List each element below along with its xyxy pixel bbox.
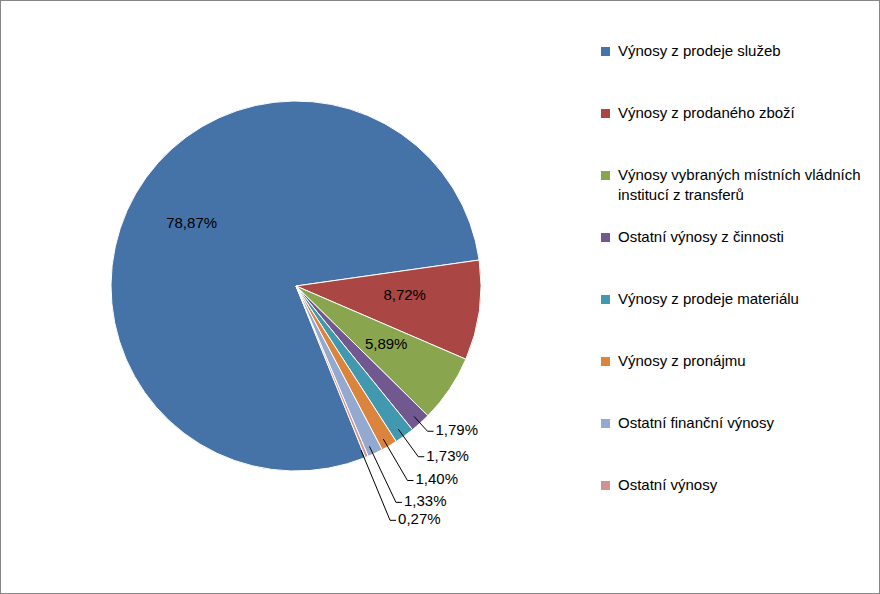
html-text:Výnosy vybraných místních vlád: Výnosy vybraných místních vládních insti…: [618, 166, 861, 203]
svg-text:1,79%: 1,79%: [435, 421, 478, 438]
html-text:Ostatní finanční výnosy: Ostatní finanční výnosy: [618, 414, 774, 431]
svg-text:5,89%: 5,89%: [365, 335, 408, 352]
svg-text:0,27%: 0,27%: [398, 510, 441, 527]
html-text:Ostatní výnosy: Ostatní výnosy: [618, 476, 718, 493]
svg-text:1,40%: 1,40%: [415, 470, 458, 487]
html-text:Výnosy z prodeje materiálu: Výnosy z prodeje materiálu: [618, 290, 799, 307]
svg-text:78,87%: 78,87%: [166, 214, 217, 231]
html-text:Výnosy z prodeje služeb: Výnosy z prodeje služeb: [618, 42, 781, 59]
svg-text:1,33%: 1,33%: [404, 492, 447, 509]
html-text:Ostatní výnosy z činnosti: Ostatní výnosy z činnosti: [618, 228, 784, 245]
svg-text:1,73%: 1,73%: [426, 447, 469, 464]
html-text:Výnosy z prodaného zboží: Výnosy z prodaného zboží: [618, 104, 795, 121]
html-text:Výnosy z pronájmu: Výnosy z pronájmu: [618, 352, 746, 369]
svg-text:8,72%: 8,72%: [383, 286, 426, 303]
